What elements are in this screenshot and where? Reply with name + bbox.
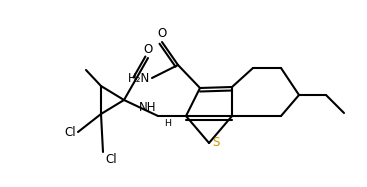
Text: H: H [164,119,171,128]
Text: O: O [157,27,167,40]
Text: Cl: Cl [64,125,76,139]
Text: NH: NH [138,101,156,114]
Text: Cl: Cl [105,153,117,166]
Text: H₂N: H₂N [128,71,150,85]
Text: O: O [143,43,153,56]
Text: S: S [212,137,219,149]
